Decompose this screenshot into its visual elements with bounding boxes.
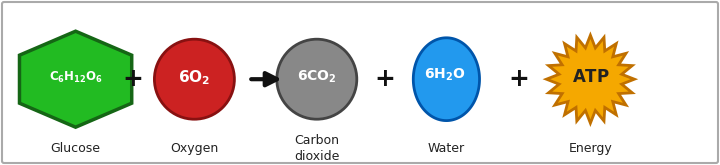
Text: $\mathbf{6CO_2}$: $\mathbf{6CO_2}$	[297, 69, 337, 85]
Text: $\mathbf{6H_2O}$: $\mathbf{6H_2O}$	[423, 67, 465, 83]
Circle shape	[154, 39, 235, 119]
Text: Oxygen: Oxygen	[170, 142, 219, 155]
Polygon shape	[546, 35, 634, 123]
Text: +: +	[508, 67, 528, 91]
Polygon shape	[413, 38, 480, 121]
Text: Carbon
dioxide: Carbon dioxide	[294, 134, 340, 163]
Text: Glucose: Glucose	[50, 142, 101, 155]
Text: $\mathbf{ATP}$: $\mathbf{ATP}$	[572, 68, 609, 86]
Text: $\mathbf{6O_2}$: $\mathbf{6O_2}$	[179, 68, 210, 87]
Text: $\mathbf{C_6H_{12}O_6}$: $\mathbf{C_6H_{12}O_6}$	[49, 70, 102, 85]
Text: +: +	[123, 67, 143, 91]
Text: +: +	[375, 67, 395, 91]
Text: Energy: Energy	[569, 142, 612, 155]
FancyBboxPatch shape	[2, 2, 718, 163]
Text: Water: Water	[428, 142, 465, 155]
Circle shape	[276, 39, 357, 119]
Polygon shape	[19, 31, 132, 127]
